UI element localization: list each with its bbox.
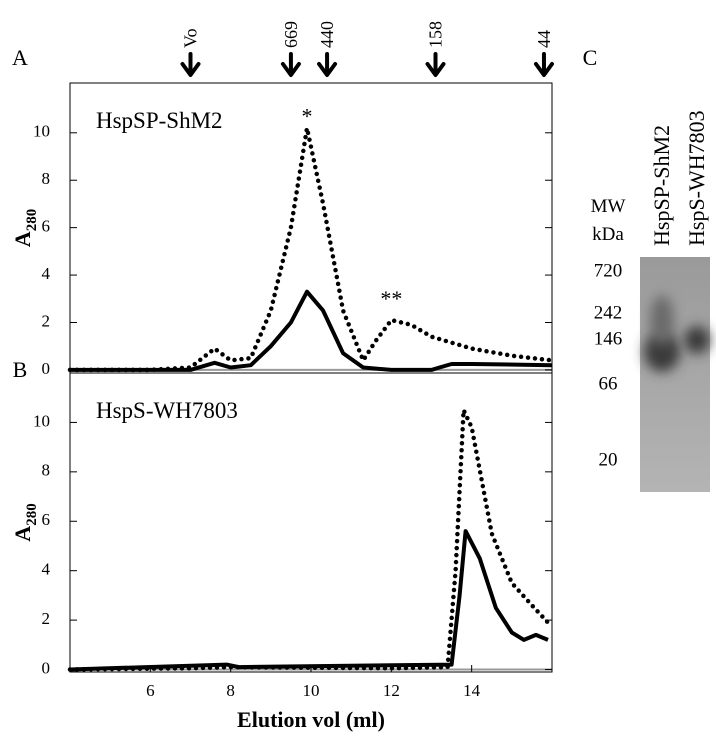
y-tick-label: 6 — [42, 217, 51, 236]
annotation: * — [301, 104, 312, 129]
line-series — [67, 407, 551, 672]
y-label-sub: 280 — [24, 503, 40, 526]
marker-arrow — [533, 52, 554, 77]
ladder-label: 66 — [599, 373, 618, 394]
y-tick-label: 8 — [42, 169, 51, 188]
panel-label: A — [12, 45, 28, 70]
y-tick-label: 0 — [42, 359, 51, 378]
chart-title: HspS-WH7803 — [96, 398, 238, 423]
marker-label: Vo — [181, 28, 201, 48]
mw-label: MW — [591, 196, 626, 217]
line-series — [70, 289, 553, 372]
y-label-main: A — [10, 231, 35, 247]
y-label-sub: 280 — [24, 209, 40, 232]
x-tick-label: 12 — [383, 681, 400, 700]
y-tick-label: 4 — [42, 560, 51, 579]
line-series — [69, 529, 549, 672]
lane-label: HspS-WH7803 — [684, 110, 709, 246]
y-tick-label: 2 — [42, 311, 51, 330]
ladder-label: 720 — [594, 260, 623, 281]
y-tick-label: 6 — [42, 510, 51, 529]
unit-label: kDa — [592, 224, 624, 245]
x-tick-label: 14 — [463, 681, 481, 700]
line-series — [67, 125, 555, 373]
marker-arrow — [425, 52, 446, 77]
x-axis-label: Elution vol (ml) — [237, 707, 385, 732]
y-label-main: A — [10, 526, 35, 542]
ladder-label: 242 — [594, 302, 623, 323]
gel-image — [640, 257, 710, 492]
y-tick-label: 2 — [42, 609, 51, 628]
marker-arrow — [317, 52, 338, 77]
lane-label: HspSP-ShM2 — [649, 125, 674, 246]
x-tick-label: 10 — [303, 681, 320, 700]
y-tick-label: 8 — [42, 461, 51, 480]
y-tick-label: 0 — [42, 658, 51, 677]
y-tick-label: 4 — [42, 264, 51, 283]
marker-arrow — [180, 52, 201, 77]
marker-label: 440 — [317, 21, 337, 48]
marker-arrow — [280, 52, 301, 77]
y-tick-label: 10 — [33, 122, 50, 141]
annotation: ** — [380, 286, 402, 311]
gel-bands — [644, 286, 710, 372]
panel-label: C — [583, 45, 598, 70]
panel-label: B — [13, 357, 28, 382]
ladder-label: 146 — [594, 328, 623, 349]
chart-title: HspSP-ShM2 — [96, 108, 223, 133]
ladder-label: 20 — [599, 449, 618, 470]
x-tick-label: 6 — [146, 681, 155, 700]
marker-label: 669 — [281, 21, 301, 48]
y-axis-label: A280 — [10, 503, 40, 541]
y-axis-label: A280 — [10, 209, 40, 247]
y-tick-label: 10 — [33, 411, 50, 430]
marker-label: 44 — [534, 30, 554, 48]
x-tick-label: 8 — [226, 681, 235, 700]
marker-label: 158 — [426, 21, 446, 48]
